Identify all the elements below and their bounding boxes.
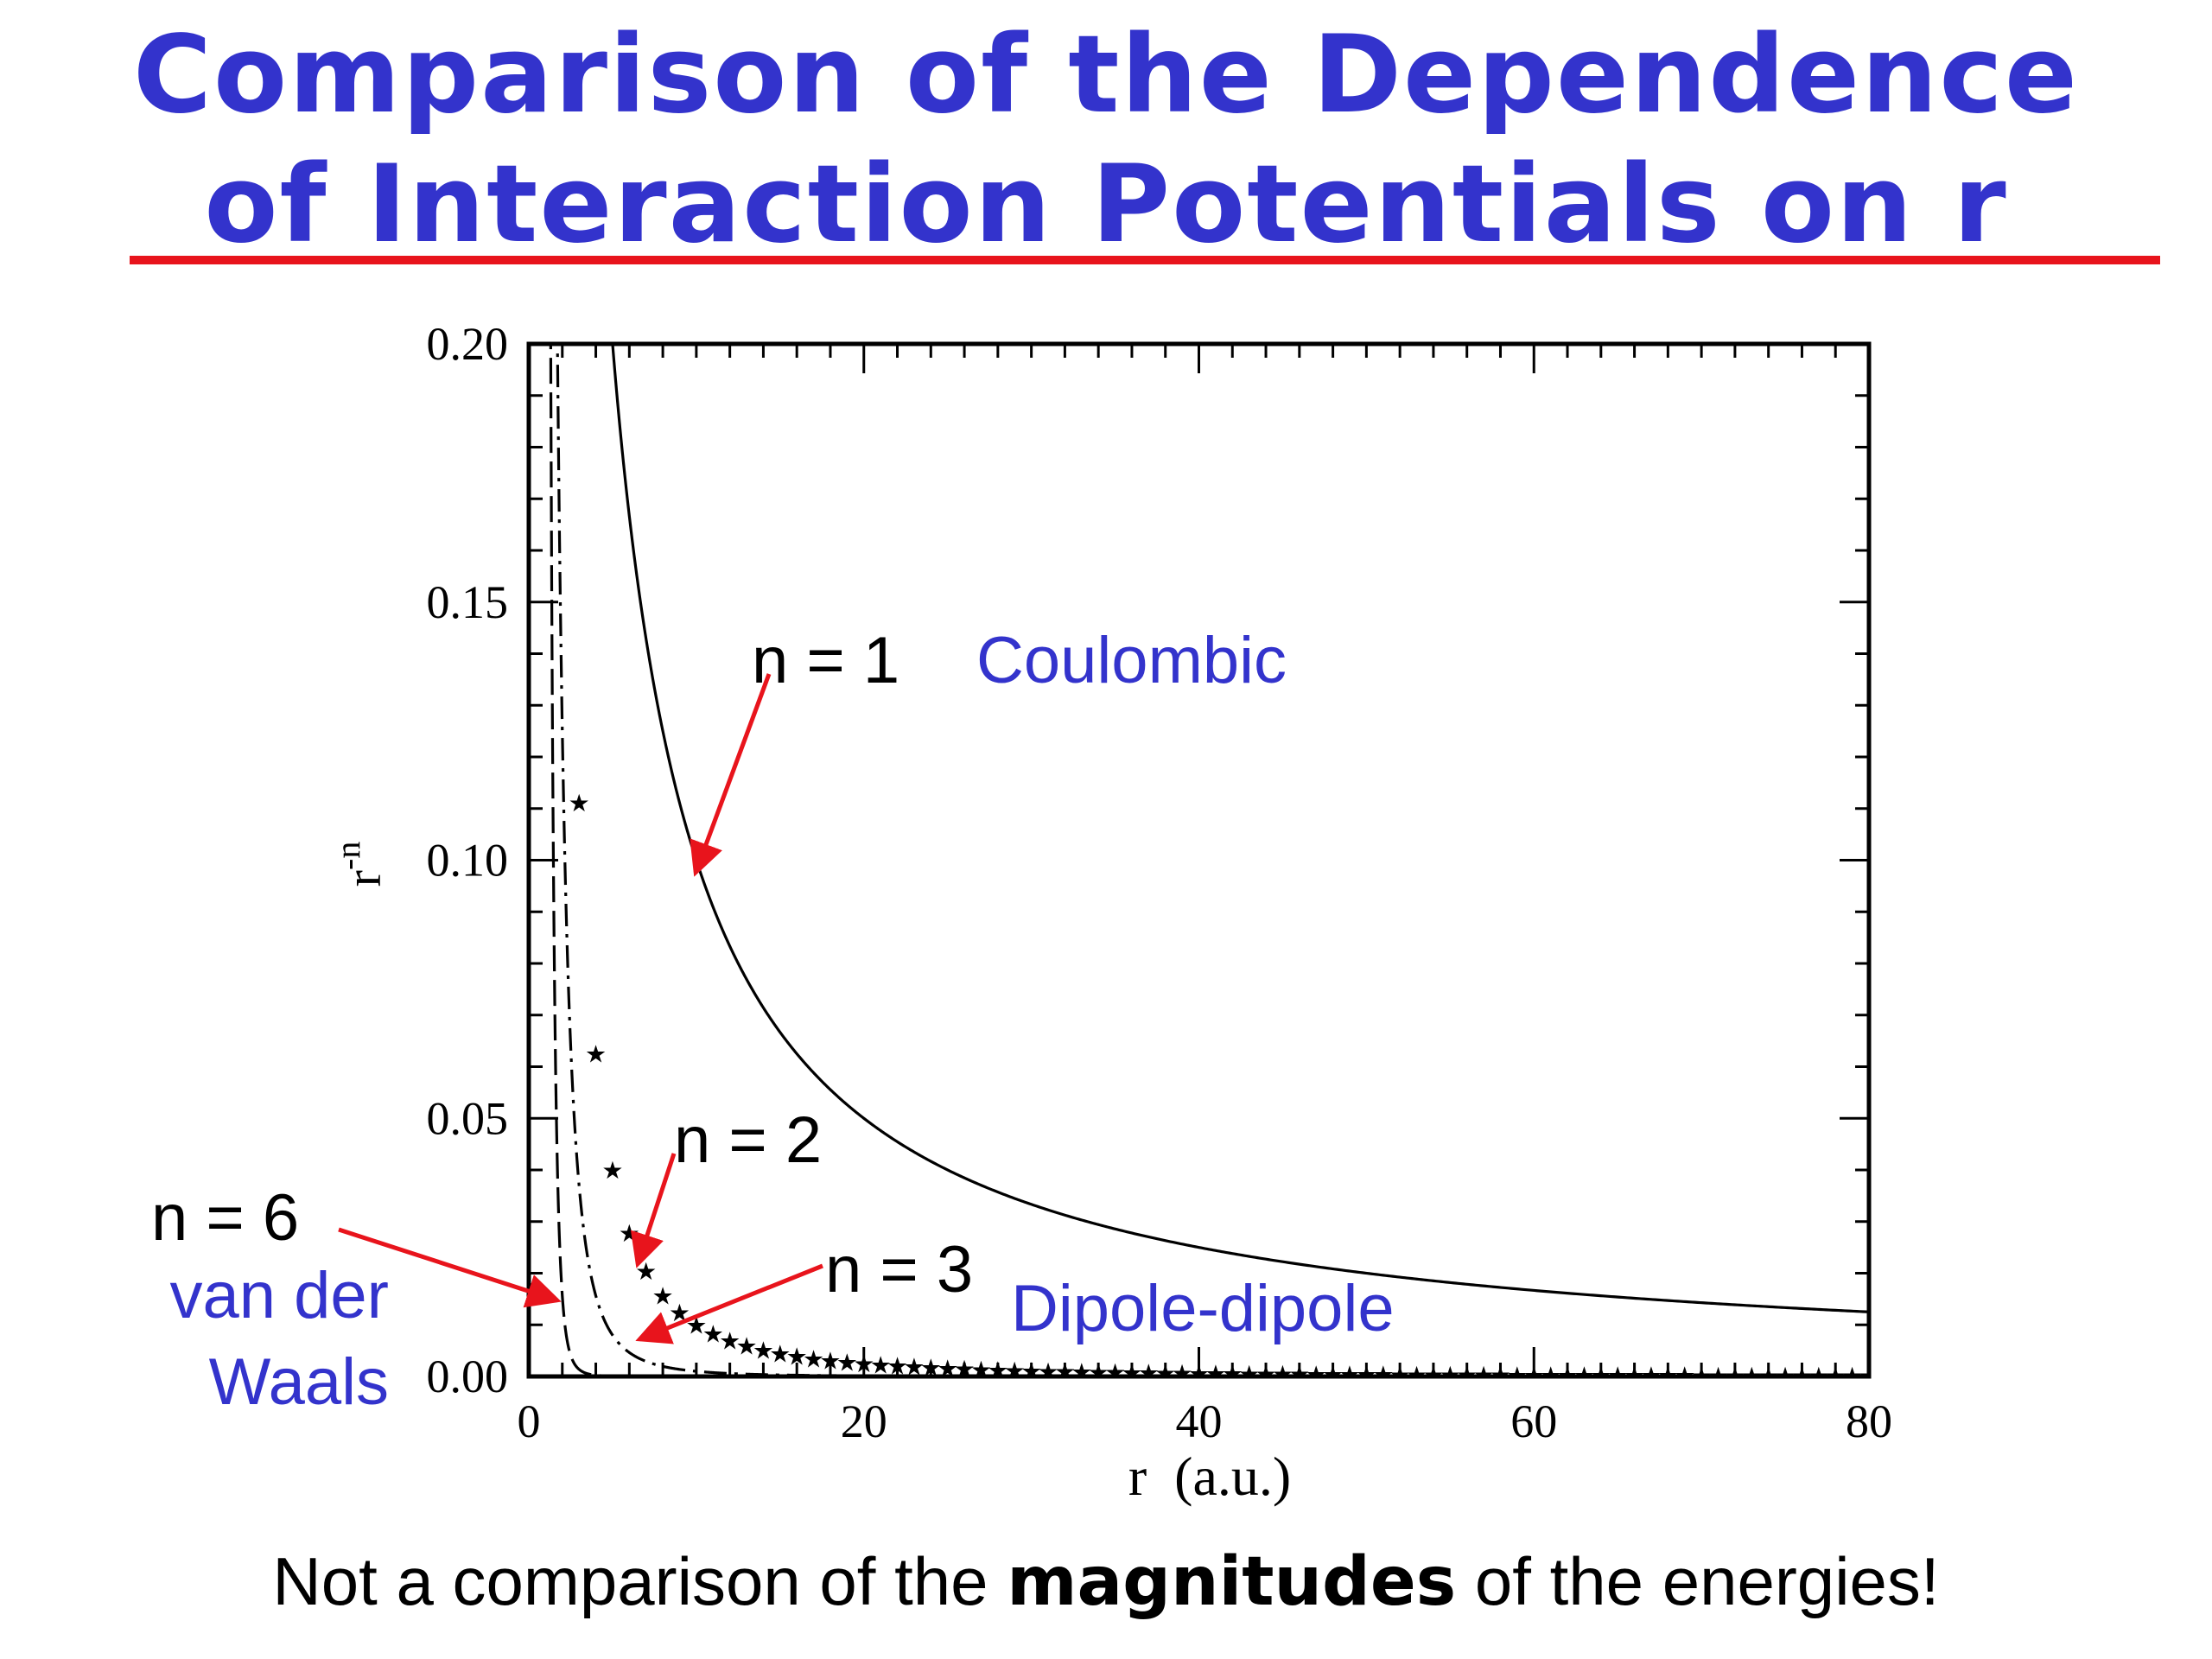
- series-n2-point: ★: [769, 1339, 791, 1368]
- series-n2-point: ★: [1607, 1362, 1629, 1390]
- series-n2-point: ★: [1775, 1362, 1796, 1390]
- series-n1-line: [611, 344, 1869, 1313]
- series-n2-point: ★: [1205, 1359, 1226, 1388]
- series-n2-point: ★: [1338, 1361, 1360, 1389]
- series-n2-point: ★: [937, 1354, 958, 1382]
- series-n2-point: ★: [903, 1353, 925, 1382]
- y-tick-label: 0.15: [427, 576, 509, 628]
- series-n2-point: ★: [836, 1348, 858, 1376]
- footer-text-pre: Not a comparison of the: [272, 1543, 1007, 1619]
- x-tick-label: 0: [518, 1395, 541, 1447]
- y-axis-label-base: r: [335, 870, 391, 887]
- label-dipole-dipole: Dipole-dipole: [1011, 1272, 1395, 1345]
- series-n2-point: ★: [970, 1356, 992, 1384]
- slide-title: Comparison of the Dependence of Interact…: [0, 10, 2212, 270]
- label-n1: n = 1: [752, 624, 899, 697]
- series-n2-point: ★: [753, 1337, 774, 1365]
- series-n2-point: ★: [1741, 1362, 1763, 1390]
- series-n2-point: ★: [803, 1344, 824, 1373]
- series-n2-point: ★: [652, 1282, 674, 1311]
- label-van-der: van der: [170, 1259, 390, 1332]
- series-n2-point: ★: [1306, 1360, 1327, 1389]
- series-n6-line: [549, 344, 1869, 1376]
- y-axis-label: r-n: [328, 842, 391, 887]
- x-tick-label: 80: [1846, 1395, 1892, 1447]
- series-n2-point: ★: [1573, 1361, 1595, 1389]
- series-n2-point: ★: [619, 1219, 640, 1248]
- arrow-n2: [630, 1153, 677, 1268]
- footer-text-bold: magnitudes: [1007, 1543, 1457, 1621]
- series-n2-point: ★: [1858, 1362, 1879, 1390]
- footer-text-post: of the energies!: [1456, 1543, 1940, 1619]
- series-n2-point: ★: [1406, 1361, 1427, 1389]
- series-n2-point: ★: [735, 1332, 757, 1361]
- series-n2-point: ★: [702, 1320, 724, 1349]
- series-n2-point: ★: [585, 1040, 607, 1069]
- series-n2-point: ★: [1372, 1361, 1394, 1389]
- series-n2-point: ★: [719, 1327, 741, 1356]
- label-waals: Waals: [209, 1345, 389, 1419]
- series-n2-point: ★: [1808, 1362, 1829, 1390]
- series-n2-point: ★: [1640, 1362, 1662, 1390]
- x-tick-label: 20: [841, 1395, 887, 1447]
- series-n2-point: ★: [1172, 1359, 1193, 1388]
- series-n2-point: ★: [1104, 1358, 1126, 1387]
- series-n2-point: ★: [1071, 1358, 1092, 1387]
- series-n2-point: ★: [569, 789, 590, 817]
- label-n2: n = 2: [674, 1103, 822, 1177]
- y-tick-label: 0.00: [427, 1351, 509, 1402]
- title-line-1: Comparison of the Dependence: [133, 13, 2079, 137]
- plot-frame: [526, 341, 1872, 1379]
- series-n2-point: ★: [870, 1351, 892, 1379]
- y-tick-label: 0.05: [427, 1092, 509, 1144]
- series-n2-point: ★: [1238, 1360, 1260, 1389]
- arrow-n6: [338, 1227, 562, 1308]
- arrow-n1: [690, 673, 772, 877]
- series-n2-point: ★: [1540, 1361, 1561, 1389]
- label-coulombic: Coulombic: [976, 624, 1287, 697]
- series-n2-point: ★: [1707, 1362, 1729, 1390]
- y-tick-label: 0.10: [427, 835, 509, 887]
- series-n2-point: ★: [601, 1156, 623, 1185]
- x-tick-label: 60: [1510, 1395, 1557, 1447]
- title-underline: [130, 256, 2160, 264]
- x-axis-label: r (a.u.): [1128, 1446, 1291, 1507]
- series-n2-point: ★: [1440, 1361, 1461, 1389]
- axes-layer: [526, 341, 1872, 1379]
- series-n2-point: ★: [1506, 1361, 1528, 1389]
- series-n2-point: ★: [1841, 1362, 1863, 1390]
- y-axis-label-exponent: -n: [328, 842, 367, 870]
- curves-layer: ★★★★★★★★★★★★★★★★★★★★★★★★★★★★★★★★★★★★★★★★…: [549, 344, 1879, 1390]
- series-n2-point: ★: [1037, 1357, 1058, 1386]
- label-n3: n = 3: [825, 1233, 973, 1306]
- tick-labels-layer: 0 20 40 60 80 0.00 0.05 0.10 0.15 0.20: [427, 318, 1893, 1447]
- series-n2-point: ★: [1004, 1357, 1026, 1385]
- title-line-2: of Interaction Potentials on r: [204, 143, 2008, 267]
- arrow-n3: [635, 1263, 823, 1344]
- series-n2-point: ★: [1674, 1362, 1695, 1390]
- y-tick-label: 0.20: [427, 318, 509, 370]
- label-n6: n = 6: [151, 1181, 299, 1255]
- series-n3-line: [556, 344, 1869, 1376]
- series-n2-point: ★: [1473, 1361, 1495, 1389]
- x-tick-label: 40: [1176, 1395, 1223, 1447]
- series-n2-point: ★: [1138, 1359, 1160, 1388]
- series-n2-point: ★: [1272, 1360, 1294, 1389]
- footer-note: Not a comparison of the magnitudes of th…: [0, 1542, 2212, 1621]
